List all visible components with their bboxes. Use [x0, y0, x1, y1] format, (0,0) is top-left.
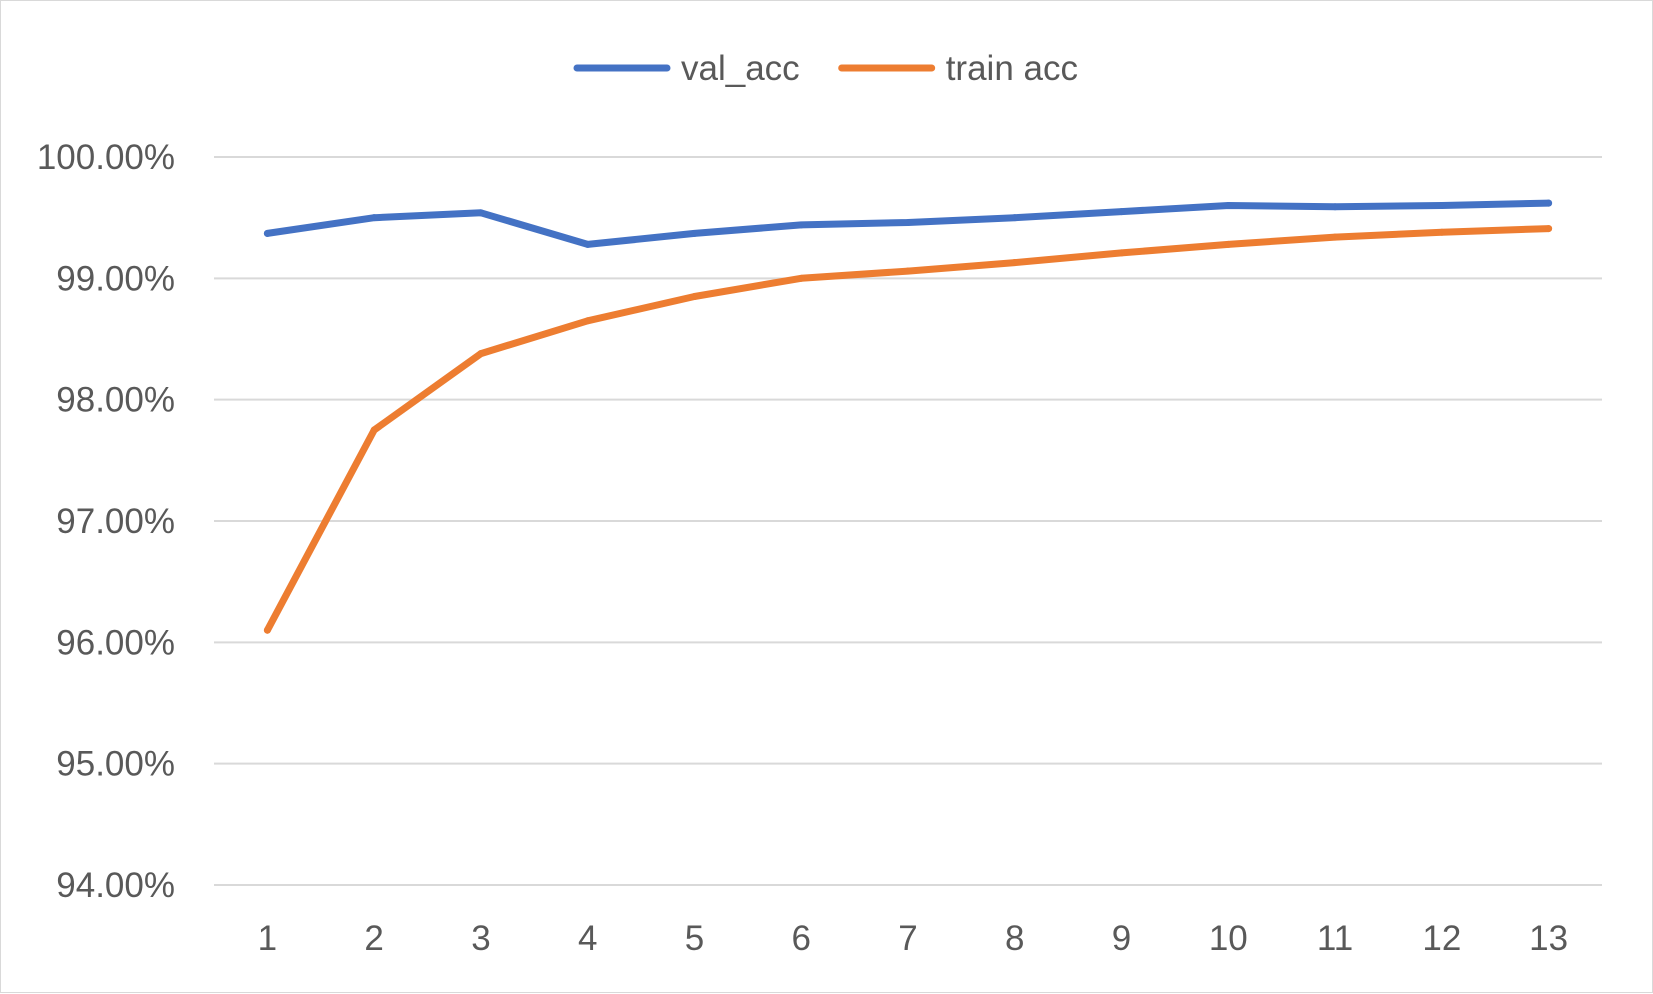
y-tick-label: 100.00% — [37, 138, 175, 177]
data-point — [904, 219, 912, 227]
x-tick-label: 9 — [1112, 919, 1131, 958]
data-point — [370, 214, 378, 222]
x-tick-label: 8 — [1005, 919, 1024, 958]
data-point — [477, 209, 485, 217]
x-tick-label: 3 — [471, 919, 490, 958]
x-tick-label: 7 — [898, 919, 917, 958]
data-point — [690, 293, 698, 301]
x-tick-label: 11 — [1317, 919, 1353, 958]
data-point — [1438, 228, 1446, 236]
legend-item-val-acc: val_acc — [573, 49, 800, 88]
x-tick-label: 10 — [1209, 919, 1248, 958]
data-point — [904, 267, 912, 275]
data-point — [1331, 203, 1339, 211]
data-point — [584, 240, 592, 248]
data-point — [1224, 202, 1232, 210]
x-axis: 1 2 3 4 5 6 7 8 9 10 11 12 13 — [258, 919, 1568, 958]
legend-item-train-acc: train acc — [838, 49, 1078, 88]
x-tick-label: 2 — [364, 919, 383, 958]
data-point — [477, 350, 485, 358]
data-point — [1438, 202, 1446, 210]
legend: val_acc train acc — [573, 49, 1078, 88]
x-tick-label: 6 — [791, 919, 810, 958]
data-point — [1545, 225, 1553, 233]
legend-label: train acc — [946, 49, 1078, 88]
y-tick-label: 95.00% — [56, 745, 175, 784]
y-tick-label: 97.00% — [56, 502, 175, 541]
data-point — [1545, 199, 1553, 207]
data-point — [584, 317, 592, 325]
data-point — [263, 229, 271, 237]
data-point — [1224, 240, 1232, 248]
data-point — [370, 426, 378, 434]
x-tick-label: 12 — [1422, 919, 1461, 958]
gridlines — [214, 156, 1602, 886]
data-point — [263, 626, 271, 634]
data-point — [1118, 249, 1126, 257]
data-point — [797, 221, 805, 229]
series-lines — [263, 199, 1553, 634]
data-point — [797, 274, 805, 282]
legend-label: val_acc — [681, 49, 800, 88]
data-point — [1011, 259, 1019, 267]
y-axis: 94.00% 95.00% 96.00% 97.00% 98.00% 99.00% 100.… — [37, 138, 175, 905]
data-point — [1011, 214, 1019, 222]
x-tick-label: 13 — [1529, 919, 1568, 958]
y-tick-label: 99.00% — [56, 259, 175, 298]
data-point — [1118, 208, 1126, 216]
data-point — [690, 229, 698, 237]
x-tick-label: 5 — [685, 919, 704, 958]
y-tick-label: 94.00% — [56, 866, 175, 905]
y-tick-label: 96.00% — [56, 623, 175, 662]
x-tick-label: 4 — [578, 919, 597, 958]
x-tick-label: 1 — [258, 919, 277, 958]
series-line-train-acc — [263, 225, 1553, 634]
data-point — [1331, 233, 1339, 241]
y-tick-label: 98.00% — [56, 381, 175, 420]
